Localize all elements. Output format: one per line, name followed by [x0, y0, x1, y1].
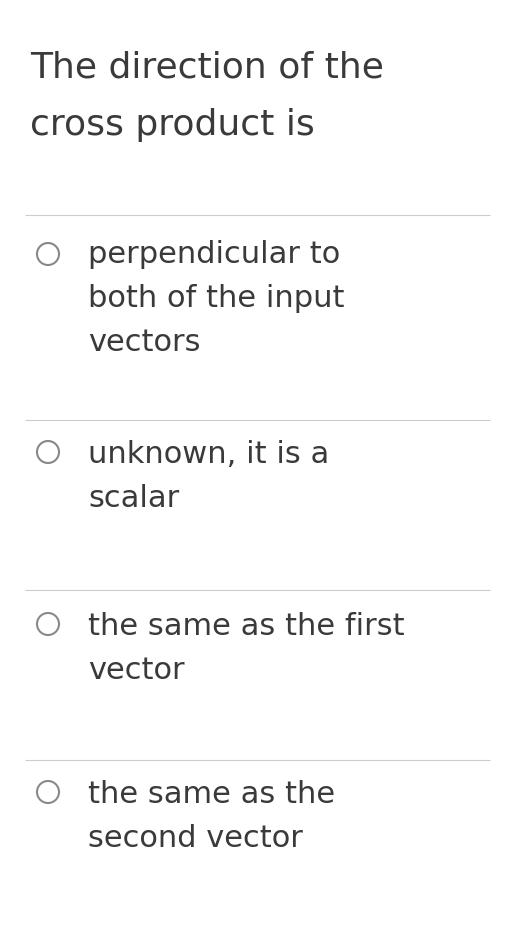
Text: second vector: second vector [88, 824, 302, 853]
Text: vector: vector [88, 656, 184, 685]
Text: The direction of the: The direction of the [30, 50, 383, 84]
Text: cross product is: cross product is [30, 108, 314, 142]
Text: scalar: scalar [88, 484, 179, 513]
Text: the same as the: the same as the [88, 780, 334, 809]
Text: the same as the first: the same as the first [88, 612, 404, 641]
Text: vectors: vectors [88, 328, 200, 357]
Circle shape [37, 613, 59, 635]
Text: perpendicular to: perpendicular to [88, 240, 340, 269]
Text: unknown, it is a: unknown, it is a [88, 440, 329, 469]
Circle shape [37, 441, 59, 463]
Text: both of the input: both of the input [88, 284, 344, 313]
Circle shape [37, 243, 59, 265]
Circle shape [37, 781, 59, 803]
